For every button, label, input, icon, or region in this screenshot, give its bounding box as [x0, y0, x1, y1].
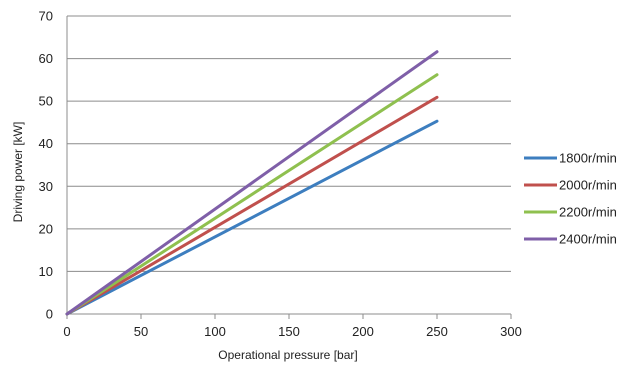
y-tick-label: 60: [39, 51, 53, 66]
series-line-2000r/min: [65, 95, 439, 316]
x-tick-label: 0: [63, 324, 70, 339]
series-line-2200r/min: [65, 73, 439, 316]
series-lines: [65, 50, 439, 316]
x-tick-label: 50: [134, 324, 148, 339]
x-tick-label: 200: [352, 324, 374, 339]
y-axis-title: Driving power [kW]: [11, 122, 25, 223]
y-tick-label: 30: [39, 179, 53, 194]
legend-label: 2200r/min: [559, 205, 617, 220]
series-line-1800r/min: [65, 119, 439, 316]
x-axis-title: Operational pressure [bar]: [218, 348, 357, 362]
legend-label: 2400r/min: [559, 232, 617, 247]
y-tick-label: 40: [39, 136, 53, 151]
y-tick-label: 0: [46, 307, 53, 322]
legend-label: 1800r/min: [559, 151, 617, 166]
y-tick-label: 20: [39, 221, 53, 236]
y-tick-label: 50: [39, 94, 53, 109]
legend-label: 2000r/min: [559, 178, 617, 193]
x-tick-label: 100: [204, 324, 226, 339]
x-tick-labels: 0 50 100 150 200 250 300: [63, 314, 522, 339]
y-tick-label: 10: [39, 264, 53, 279]
x-tick-label: 150: [278, 324, 300, 339]
series-line-2400r/min: [65, 50, 439, 316]
y-tick-labels: 0 10 20 30 40 50 60 70: [39, 9, 53, 322]
x-tick-label: 250: [426, 324, 448, 339]
legend: 1800r/min 2000r/min 2200r/min 2400r/min: [524, 151, 617, 247]
x-tick-label: 300: [500, 324, 522, 339]
y-tick-label: 70: [39, 9, 53, 24]
gridlines: [67, 15, 511, 272]
